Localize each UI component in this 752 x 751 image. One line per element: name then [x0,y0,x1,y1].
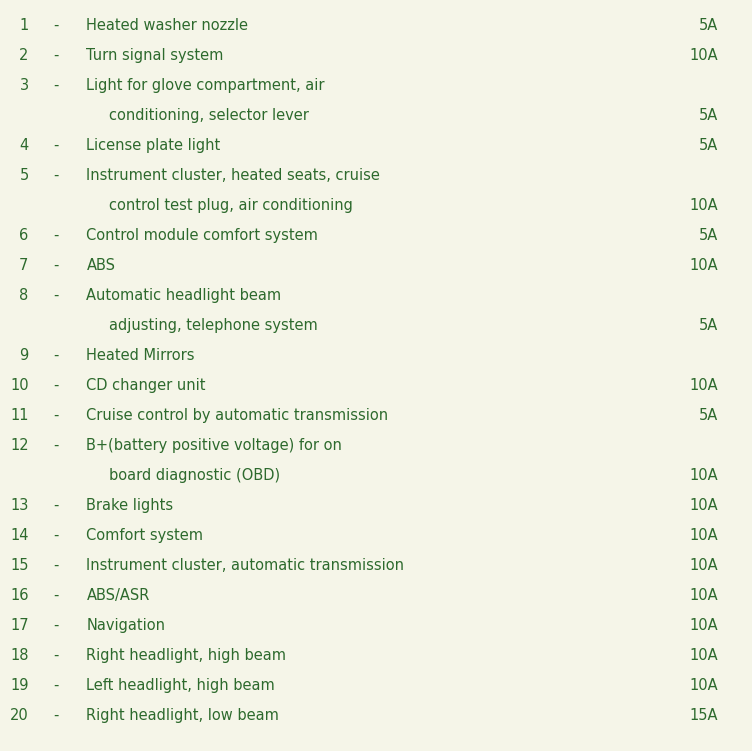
Text: 6: 6 [20,228,29,243]
Text: -: - [53,498,59,513]
Text: 10A: 10A [690,558,718,573]
Text: Right headlight, high beam: Right headlight, high beam [86,648,287,663]
Text: 10A: 10A [690,498,718,513]
Text: -: - [53,78,59,93]
Text: 7: 7 [20,258,29,273]
Text: -: - [53,18,59,33]
Text: 10A: 10A [690,588,718,603]
Text: 2: 2 [20,48,29,63]
Text: 10A: 10A [690,648,718,663]
Text: 14: 14 [10,528,29,543]
Text: 13: 13 [11,498,29,513]
Text: Heated washer nozzle: Heated washer nozzle [86,18,248,33]
Text: -: - [53,708,59,723]
Text: 10A: 10A [690,378,718,393]
Text: 5A: 5A [699,138,718,153]
Text: Control module comfort system: Control module comfort system [86,228,318,243]
Text: 8: 8 [20,288,29,303]
Text: -: - [53,618,59,633]
Text: 5A: 5A [699,408,718,423]
Text: 16: 16 [10,588,29,603]
Text: 5A: 5A [699,18,718,33]
Text: Instrument cluster, automatic transmission: Instrument cluster, automatic transmissi… [86,558,405,573]
Text: Navigation: Navigation [86,618,165,633]
Text: License plate light: License plate light [86,138,221,153]
Text: -: - [53,348,59,363]
Text: 17: 17 [10,618,29,633]
Text: Instrument cluster, heated seats, cruise: Instrument cluster, heated seats, cruise [86,168,381,183]
Text: Brake lights: Brake lights [86,498,174,513]
Text: -: - [53,528,59,543]
Text: 10A: 10A [690,258,718,273]
Text: 5A: 5A [699,108,718,123]
Text: -: - [53,48,59,63]
Text: B+(battery positive voltage) for on: B+(battery positive voltage) for on [86,438,342,453]
Text: -: - [53,378,59,393]
Text: 18: 18 [10,648,29,663]
Text: ABS/ASR: ABS/ASR [86,588,150,603]
Text: Heated Mirrors: Heated Mirrors [86,348,195,363]
Text: board diagnostic (OBD): board diagnostic (OBD) [109,468,280,483]
Text: control test plug, air conditioning: control test plug, air conditioning [109,198,353,213]
Text: 5A: 5A [699,228,718,243]
Text: Comfort system: Comfort system [86,528,204,543]
Text: 10: 10 [10,378,29,393]
Text: -: - [53,438,59,453]
Text: 4: 4 [20,138,29,153]
Text: -: - [53,558,59,573]
Text: Automatic headlight beam: Automatic headlight beam [86,288,281,303]
Text: -: - [53,588,59,603]
Text: 10A: 10A [690,678,718,693]
Text: -: - [53,168,59,183]
Text: conditioning, selector lever: conditioning, selector lever [109,108,309,123]
Text: -: - [53,648,59,663]
Text: 5A: 5A [699,318,718,333]
Text: 10A: 10A [690,468,718,483]
Text: CD changer unit: CD changer unit [86,378,206,393]
Text: 10A: 10A [690,198,718,213]
Text: ABS: ABS [86,258,116,273]
Text: 3: 3 [20,78,29,93]
Text: 12: 12 [10,438,29,453]
Text: 15: 15 [10,558,29,573]
Text: -: - [53,258,59,273]
Text: -: - [53,138,59,153]
Text: 15A: 15A [690,708,718,723]
Text: -: - [53,678,59,693]
Text: Light for glove compartment, air: Light for glove compartment, air [86,78,325,93]
Text: 1: 1 [20,18,29,33]
Text: 19: 19 [10,678,29,693]
Text: 11: 11 [10,408,29,423]
Text: 10A: 10A [690,48,718,63]
Text: Right headlight, low beam: Right headlight, low beam [86,708,279,723]
Text: Turn signal system: Turn signal system [86,48,224,63]
Text: -: - [53,288,59,303]
Text: adjusting, telephone system: adjusting, telephone system [109,318,318,333]
Text: 10A: 10A [690,618,718,633]
Text: 20: 20 [10,708,29,723]
Text: 5: 5 [20,168,29,183]
Text: 9: 9 [20,348,29,363]
Text: 10A: 10A [690,528,718,543]
Text: Left headlight, high beam: Left headlight, high beam [86,678,275,693]
Text: -: - [53,408,59,423]
Text: Cruise control by automatic transmission: Cruise control by automatic transmission [86,408,389,423]
Text: -: - [53,228,59,243]
